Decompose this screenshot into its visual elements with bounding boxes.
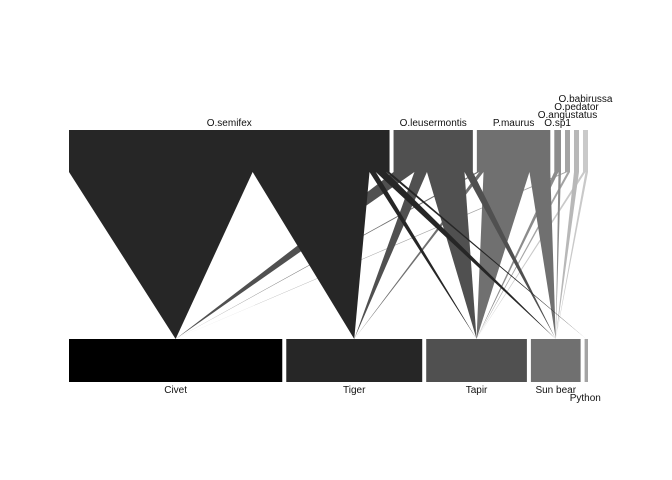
higher-node-p-maurus: [476, 130, 551, 172]
lower-label-sun-bear: Sun bear: [535, 385, 576, 396]
link-o-leusermontis-sun-bear: [464, 172, 556, 339]
higher-label-o-leusermontis: O.leusermontis: [400, 118, 467, 129]
link-o-leusermontis-tapir: [426, 172, 477, 339]
lower-label-tapir: Tapir: [466, 385, 488, 396]
lower-node-sun-bear: [530, 339, 581, 382]
link-p-maurus-sun-bear: [529, 172, 556, 339]
link-o-angustatus-tapir: [476, 172, 570, 339]
link-o-semifex-civet: [69, 172, 253, 339]
higher-label-o-semifex: O.semifex: [207, 118, 252, 129]
higher-node-o-leusermontis: [393, 130, 473, 172]
lower-label-python: Python: [570, 393, 601, 404]
higher-label-o-sp1: O.sp1: [544, 118, 571, 129]
interaction-links: [69, 172, 588, 339]
lower-node-tapir: [426, 339, 527, 382]
link-o-babirussa-tapir: [476, 172, 586, 339]
higher-node-o-babirussa: [582, 130, 588, 172]
lower-node-python: [584, 339, 588, 382]
link-o-semifex-tapir: [369, 172, 477, 339]
higher-node-o-pedator: [573, 130, 579, 172]
link-o-babirussa-sun-bear: [555, 172, 588, 339]
link-o-semifex-python: [386, 172, 587, 339]
link-o-leusermontis-tiger: [354, 172, 427, 339]
higher-label-o-angustatus: O.angustatus: [538, 110, 597, 121]
lower-label-civet: Civet: [164, 385, 187, 396]
higher-node-o-sp1: [554, 130, 561, 172]
higher-label-p-maurus: P.maurus: [493, 118, 535, 129]
link-o-semifex-sun-bear: [375, 172, 556, 339]
lower-level-nodes: [69, 339, 588, 382]
lower-node-civet: [69, 339, 283, 382]
link-o-pedator-sun-bear: [555, 172, 579, 339]
higher-node-o-semifex: [69, 130, 390, 172]
link-o-semifex-tiger: [252, 172, 370, 339]
link-o-sp1-tapir: [476, 172, 559, 339]
higher-level-nodes: [69, 130, 588, 172]
node-labels: O.semifex O.leusermontis P.maurus O.sp1O.an…: [164, 94, 613, 404]
link-o-angustatus-civet: [175, 172, 568, 339]
lower-node-tiger: [286, 339, 423, 382]
higher-node-o-angustatus: [564, 130, 570, 172]
lower-label-tiger: Tiger: [343, 385, 366, 396]
link-o-sp1-sun-bear: [555, 172, 561, 339]
higher-label-o-babirussa: O.babirussa: [559, 94, 613, 105]
higher-label-o-pedator: O.pedator: [554, 102, 599, 113]
